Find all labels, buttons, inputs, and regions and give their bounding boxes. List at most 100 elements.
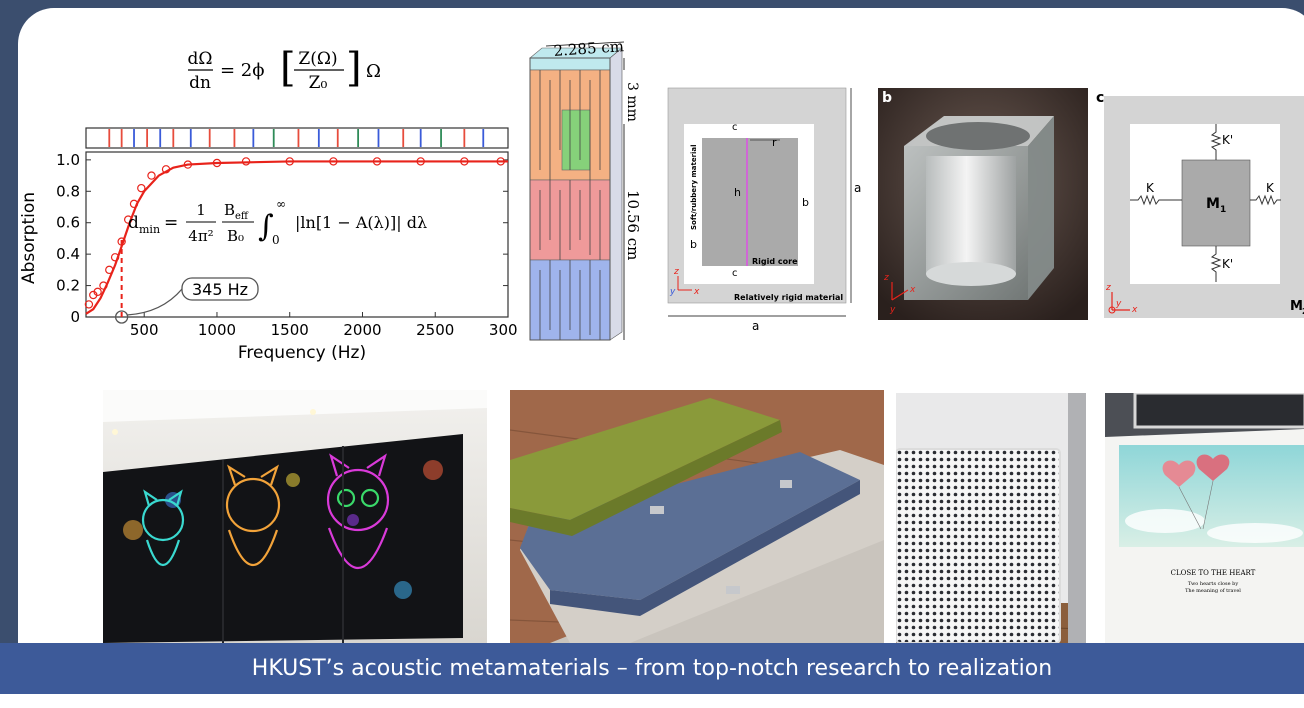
- photo-perforated-panel: [896, 393, 1086, 643]
- perforated-board: [896, 448, 1061, 643]
- inner-formula: d min = 1 4π² B eff B₀ ∫ ∞ 0 |ln[1 − A(λ…: [128, 197, 427, 247]
- panel-c-k-top: K': [1222, 133, 1233, 147]
- x-axis-label: Frequency (Hz): [238, 343, 366, 363]
- panel-c-label: c: [1096, 90, 1104, 106]
- panel-c-spring-left: [1130, 194, 1182, 206]
- panel-c-m1-sub: 1: [1220, 205, 1226, 215]
- panel-a-label-h: h: [734, 186, 741, 199]
- measurement-point: [285, 157, 294, 166]
- y-tick-label: 0.2: [56, 277, 80, 295]
- y-tick-label: 0.8: [56, 182, 80, 200]
- measurement-point: [183, 160, 193, 169]
- resonance-strip: [85, 127, 509, 149]
- measurement-point: [147, 171, 156, 180]
- formula-rhs-prefix: = 2ϕ: [220, 60, 265, 81]
- measurement-point: [161, 165, 171, 174]
- panel-c-m1: M: [1206, 196, 1220, 212]
- annotation-label: 345 Hz: [192, 280, 248, 299]
- measurement-point: [212, 158, 222, 168]
- panel-b-render: b y x z: [878, 88, 1088, 320]
- resonance-marker-circle: [115, 310, 129, 324]
- art-panel-line1: Two hearts close by: [1188, 581, 1238, 587]
- panel-a-rigid-label: Relatively rigid material: [734, 293, 843, 302]
- panel-b-cylinder: [926, 156, 1016, 274]
- panel-a-label-c-bottom: c: [732, 268, 738, 279]
- formula-frac-num: Z(Ω): [298, 49, 337, 69]
- y-axis-label: Absorption: [19, 192, 39, 284]
- panel-a-label-a-right: a: [854, 181, 861, 195]
- top-thickness-label: 3 mm: [624, 82, 640, 122]
- panel-a-core-label: Rigid core: [752, 257, 798, 266]
- panel-b-cylinder-top: [926, 122, 1030, 150]
- panel-c-k-right: K: [1266, 181, 1275, 195]
- panel-a-soft-label: Soft/rubbery material: [690, 144, 698, 230]
- inner-formula-int-upper: ∞: [276, 197, 286, 211]
- formula-lhs-num: dΩ: [188, 49, 213, 69]
- panel-c-mass-spring: K' K' K K M 1 M 2 c y x z: [1096, 90, 1304, 318]
- measurement-point: [496, 157, 505, 166]
- x-tick-label: 1000: [198, 321, 236, 339]
- photo-cat-mural-panels: [103, 390, 487, 643]
- measurement-point: [372, 157, 382, 166]
- panel-c-spring-top: [1210, 124, 1222, 160]
- x-tick-label: 2500: [416, 321, 454, 339]
- absorption-line: [85, 160, 508, 315]
- panel-blue: [520, 452, 860, 600]
- panel-c-axis-y: y: [1115, 299, 1122, 309]
- photo-stacked-panels: [510, 390, 884, 643]
- mural-panel: [103, 434, 463, 643]
- panel-c-k-bottom: K': [1222, 257, 1233, 271]
- panel-c-mass-m1: [1181, 159, 1251, 247]
- inner-formula-integrand: |ln[1 − A(λ)]| dλ: [295, 213, 427, 232]
- y-tick-label: 0.4: [56, 245, 80, 263]
- inner-formula-b-num: B: [224, 201, 235, 219]
- x-tick-label: 3000: [489, 321, 518, 339]
- measurement-point: [110, 253, 120, 262]
- formula-frac-den: Z₀: [309, 73, 328, 93]
- panel-c-spring-right: [1250, 194, 1281, 206]
- panel-a-axis-z: z: [673, 267, 679, 277]
- formula-rhs-suffix: Ω: [366, 61, 381, 82]
- panel-a-unit-cell: r h c c b b Soft/rubbery material Rigid …: [667, 87, 861, 333]
- caption-bar: HKUST’s acoustic metamaterials – from to…: [0, 643, 1304, 694]
- panel-a-label-b-right: b: [802, 196, 809, 209]
- measurement-point: [84, 300, 94, 309]
- heart-balloons: [1162, 454, 1230, 530]
- stack-side-face: [609, 47, 623, 341]
- stacked-metamaterial-figure: 2.285 cm 3 mm 10.56 cm: [529, 40, 642, 341]
- panel-c-k-left: K: [1146, 181, 1155, 195]
- panel-c-axis-x: x: [1131, 305, 1138, 315]
- x-tick-label: 2000: [343, 321, 381, 339]
- panel-a-label-c-top: c: [732, 122, 738, 133]
- panel-c-axis-z: z: [1105, 283, 1111, 293]
- measurement-point: [241, 157, 251, 166]
- panel-b-axis-x: x: [909, 285, 916, 295]
- panel-b-axis-y: y: [889, 305, 896, 315]
- panel-a-label-r: r: [772, 136, 777, 149]
- top-formula: dΩ dn = 2ϕ [ Z(Ω) Z₀ ] Ω: [188, 45, 381, 93]
- panel-b-label: b: [882, 90, 892, 106]
- panel-a-axis-y: y: [669, 287, 676, 297]
- x-tick-label: 500: [130, 321, 159, 339]
- measurement-point: [93, 287, 102, 297]
- formula-bracket-left: [: [280, 45, 296, 91]
- stack-top-cap: [529, 57, 611, 71]
- caption-text: HKUST’s acoustic metamaterials – from to…: [251, 656, 1053, 681]
- x-tick-label: 1500: [271, 321, 309, 339]
- panel-b-axis-z: z: [883, 273, 889, 283]
- width-label: 2.285 cm: [553, 40, 624, 60]
- panel-c-m2-sub: 2: [1302, 307, 1304, 316]
- neon-cats: [141, 453, 390, 570]
- measurement-point: [129, 199, 139, 209]
- formula-bracket-right: ]: [346, 45, 362, 91]
- inner-formula-lhs: d: [128, 213, 139, 233]
- photo-art-panel: CLOSE TO THE HEART Two hearts close by T…: [1105, 393, 1304, 643]
- annotation-box: [181, 277, 259, 301]
- y-tick-label: 1.0: [56, 151, 80, 169]
- annotation-connector: [126, 288, 183, 316]
- panel-c-spring-bottom: [1210, 246, 1222, 282]
- formula-lhs-den: dn: [189, 73, 211, 93]
- panel-a-label-a-bottom: a: [752, 319, 759, 333]
- panel-a-label-b-left: b: [690, 238, 697, 251]
- stack-green-section: [561, 109, 591, 171]
